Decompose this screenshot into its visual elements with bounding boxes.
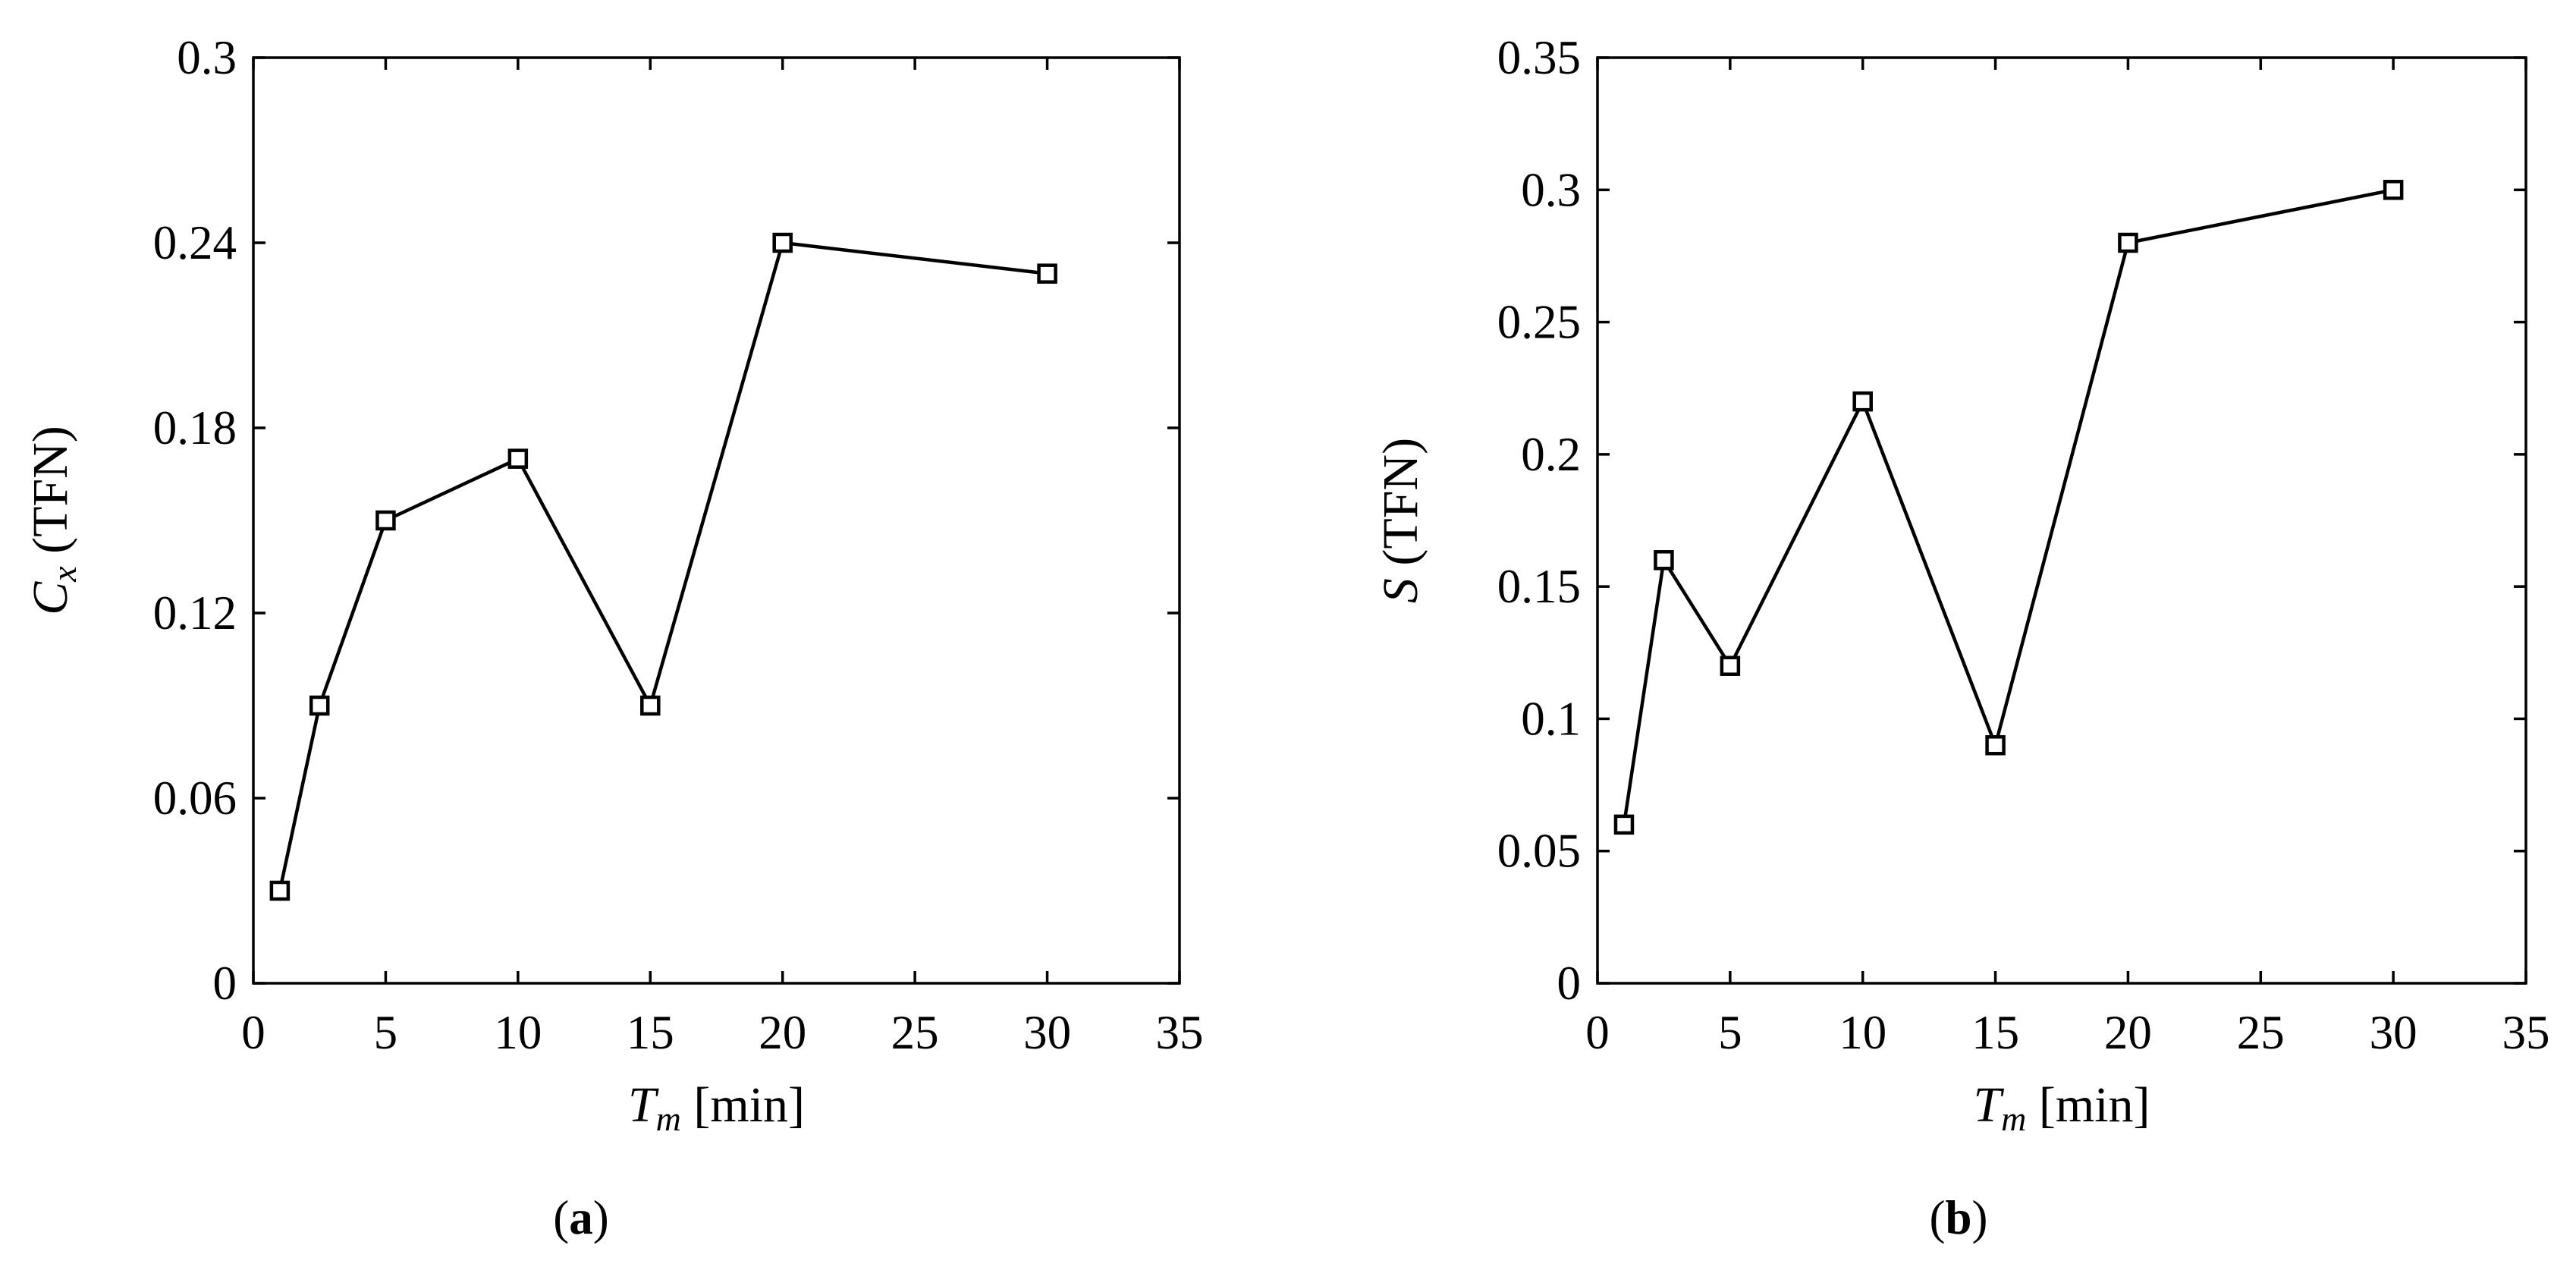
plot-frame [252,56,1181,985]
panel-label-letter: a [569,1191,593,1244]
x-axis-label-subscript: m [656,1099,681,1138]
x-tick-label: 10 [494,1006,542,1059]
panel-label-letter: b [1945,1191,1971,1244]
chart-panel-b: 0 5 10 15 20 25 30 35 0 0.05 0.1 0.15 0.2 0.25 0.3 0.35… [1373,31,2550,1244]
y-axis-label: Cx (TFN) [23,426,83,615]
y-tick-label: 0.3 [177,31,237,84]
x-axis-label-symbol: T [628,1077,659,1133]
x-axis-label-unit: [min] [681,1077,805,1133]
y-tick-label: 0.1 [1521,692,1581,745]
x-axis-label: Tm [min] [628,1077,805,1138]
x-axis-label-subscript: m [2001,1099,2026,1138]
data-point-marker [1613,814,1635,835]
x-tick-label: 5 [374,1006,398,1059]
x-tick-label: 5 [1718,1006,1742,1059]
series-line [278,241,1048,891]
x-axis-label: Tm [min] [1973,1077,2150,1138]
x-tick-label: 35 [2502,1006,2550,1059]
y-tick-label: 0.24 [153,216,237,269]
y-tick-label: 0.35 [1497,31,1581,84]
x-tick-label: 30 [2370,1006,2417,1059]
x-tick-label: 35 [1156,1006,1204,1059]
y-axis-label-unit: (TFN) [1373,438,1428,578]
y-axis-label-subscript: x [45,566,83,583]
y-tick-label: 0.25 [1497,296,1581,349]
x-tick-label: 15 [1971,1006,2019,1059]
y-tick-label: 0.18 [153,401,237,454]
y-axis-label-unit: (TFN) [23,426,78,566]
panel-label: (a) [553,1191,608,1244]
x-tick-label: 0 [241,1006,265,1059]
y-axis-label: S (TFN) [1373,438,1428,603]
x-tick-label: 25 [2237,1006,2285,1059]
y-tick-label: 0.3 [1521,163,1581,216]
y-axis-label-symbol: C [23,581,78,615]
y-tick-label: 0.06 [153,772,237,825]
data-point-marker [1985,735,2006,756]
x-axis-label-symbol: T [1973,1077,2004,1133]
series-line [1622,188,2394,825]
y-axis-label-symbol: S [1373,578,1428,603]
x-tick-label: 25 [891,1006,939,1059]
data-point-marker [2118,232,2138,253]
x-tick-label: 10 [1839,1006,1886,1059]
data-point-marker [309,695,330,716]
y-tick-label: 0 [1557,957,1582,1010]
panel-label-close-paren: ) [593,1191,609,1244]
x-tick-label: 0 [1585,1006,1610,1059]
panel-label-close-paren: ) [1972,1191,1988,1244]
data-point-marker [1037,263,1057,284]
chart-panel-a: 0 5 10 15 20 25 30 35 0 0.06 0.12 0.18 0.24 0.3 Tm [mi… [23,31,1204,1244]
y-tick-label: 0.05 [1497,825,1581,878]
y-tick-label: 0.12 [153,586,237,640]
x-tick-label: 15 [627,1006,674,1059]
data-point-marker [1654,550,1674,571]
data-point-marker [269,880,291,901]
x-tick-label: 20 [759,1006,806,1059]
x-tick-label: 30 [1023,1006,1071,1059]
y-tick-label: 0 [213,957,237,1010]
y-tick-label: 0.15 [1497,560,1581,613]
data-point-marker [772,232,793,253]
panel-label-open-paren: ( [1929,1191,1945,1244]
x-tick-label: 20 [2104,1006,2152,1059]
data-point-marker [507,448,529,469]
panel-label: (b) [1929,1191,1987,1244]
panel-label-open-paren: ( [553,1191,569,1244]
x-axis-label-unit: [min] [2026,1077,2150,1133]
y-tick-label: 0.2 [1521,428,1581,481]
data-point-marker [375,510,396,531]
plot-frame [1596,56,2527,985]
data-point-marker [1852,391,1873,412]
data-point-marker [640,695,661,716]
data-point-marker [1720,656,1741,676]
data-point-marker [2383,180,2404,200]
